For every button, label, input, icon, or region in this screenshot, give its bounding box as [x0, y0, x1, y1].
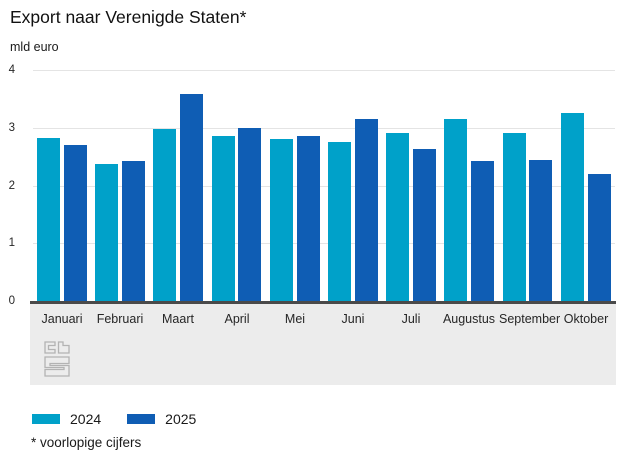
y-tick-label-0: 0: [8, 295, 15, 307]
x-tick-label-februari: Februari: [96, 312, 144, 326]
y-tick-label-3: 3: [8, 122, 15, 134]
bar-2024-september[interactable]: [503, 133, 526, 301]
x-axis-band: Januari Februari Maart April Mei Juni Juli Augu…: [30, 304, 616, 385]
cbs-logo-icon: [44, 341, 70, 377]
y-tick-label-1: 1: [8, 237, 15, 249]
bar-2025-maart[interactable]: [180, 94, 203, 301]
bar-2025-september[interactable]: [529, 160, 552, 301]
y-tick-label-2: 2: [8, 180, 15, 192]
gridline-y1: [33, 243, 615, 244]
bar-2024-juli[interactable]: [386, 133, 409, 301]
legend-item-2025[interactable]: 2025: [127, 411, 196, 427]
x-tick-label-juli: Juli: [401, 312, 421, 326]
bar-2024-april[interactable]: [212, 136, 235, 301]
bar-2024-januari[interactable]: [37, 138, 60, 301]
legend-label-2024: 2024: [70, 411, 102, 427]
gridline-y3: [33, 128, 615, 129]
bar-2025-oktober[interactable]: [588, 174, 611, 301]
bar-2025-mei[interactable]: [297, 136, 320, 301]
chart-title: Export naar Verenigde Staten*: [10, 7, 247, 27]
legend: 2024 2025: [32, 411, 196, 427]
bar-2024-augustus[interactable]: [444, 119, 467, 301]
bar-2025-april[interactable]: [238, 128, 261, 301]
x-tick-label-september: September: [499, 312, 561, 326]
gridline-y2: [33, 186, 615, 187]
bar-2024-oktober[interactable]: [561, 113, 584, 301]
x-axis-line: [30, 301, 616, 304]
y-tick-label-4: 4: [8, 64, 15, 76]
footnote: * voorlopige cijfers: [31, 435, 142, 450]
x-tick-label-maart: Maart: [162, 312, 194, 326]
bar-2024-februari[interactable]: [95, 164, 118, 301]
legend-swatch-2024: [32, 414, 60, 424]
x-tick-label-mei: Mei: [284, 312, 306, 326]
x-tick-label-april: April: [224, 312, 250, 326]
gridline-y4: [33, 70, 615, 71]
bar-2025-februari[interactable]: [122, 161, 145, 301]
bar-2025-juni[interactable]: [355, 119, 378, 301]
x-tick-label-augustus: Augustus: [442, 312, 496, 326]
x-tick-label-oktober: Oktober: [563, 312, 609, 326]
bar-2024-maart[interactable]: [153, 129, 176, 301]
bar-2025-augustus[interactable]: [471, 161, 494, 301]
bar-2024-mei[interactable]: [270, 139, 293, 301]
legend-label-2025: 2025: [165, 411, 197, 427]
x-tick-label-januari: Januari: [41, 312, 83, 326]
unit-label: mld euro: [10, 40, 59, 54]
legend-item-2024[interactable]: 2024: [32, 411, 101, 427]
x-tick-label-juni: Juni: [341, 312, 365, 326]
legend-swatch-2025: [127, 414, 156, 424]
bar-2024-juni[interactable]: [328, 142, 351, 301]
bar-2025-juli[interactable]: [413, 149, 436, 301]
bar-2025-januari[interactable]: [64, 145, 87, 301]
